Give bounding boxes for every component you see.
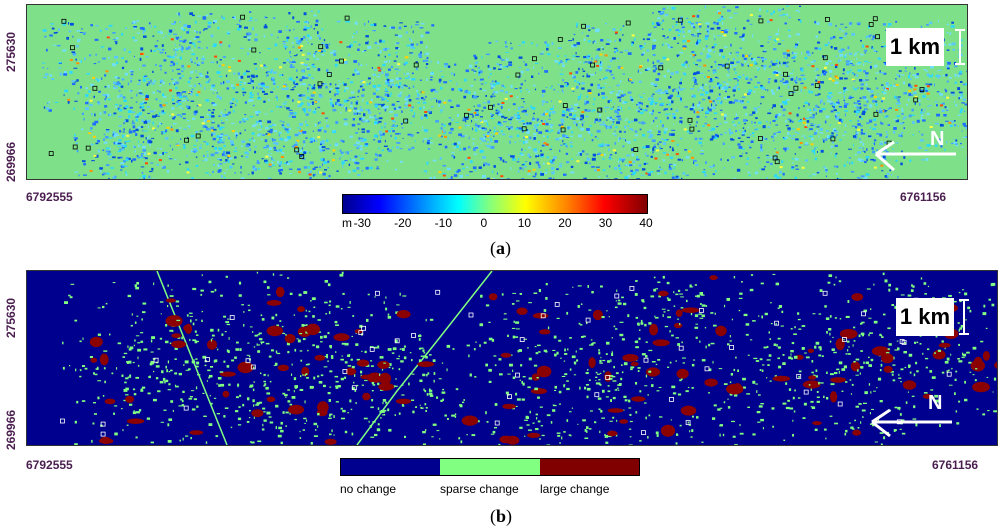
panel-b-scale-bar: 1 km <box>896 298 954 336</box>
caption-open-paren: ( <box>490 238 496 258</box>
caption-letter: a <box>496 238 505 258</box>
legend-frame <box>340 458 640 476</box>
caption-close-paren: ) <box>505 238 511 258</box>
colorbar-tick-label: -30 <box>353 216 371 230</box>
colorbar-tick-label: -10 <box>434 216 452 230</box>
legend-swatch <box>340 458 440 476</box>
legend-label: sparse change <box>440 482 519 496</box>
legend-label: no change <box>340 482 397 496</box>
panel-a-y-label-bottom: 269966 <box>4 141 18 182</box>
panel-b-y-label-top: 275630 <box>4 297 18 338</box>
panel-a-y-label-top: 275630 <box>4 31 18 72</box>
scale-bar-label: 1 km <box>899 304 951 329</box>
legend-swatch <box>540 458 640 476</box>
caption-close-paren: ) <box>506 506 513 526</box>
colorbar-tick-label: 30 <box>598 216 613 230</box>
change-classification-raster <box>60 271 997 445</box>
panel-b-y-label-bottom: 269966 <box>4 409 18 450</box>
elevation-change-raster <box>42 5 967 179</box>
colorbar-tick-label: 10 <box>517 216 532 230</box>
colorbar-tick-label: -20 <box>394 216 412 230</box>
scale-bar-label: 1 km <box>889 34 941 59</box>
caption-letter: b <box>496 506 507 526</box>
scale-bar-icon <box>959 299 969 335</box>
legend-swatch <box>440 458 540 476</box>
panel-b-x-label-left: 6792555 <box>26 458 73 472</box>
scale-bar-icon <box>955 29 965 65</box>
colorbar-tick-label: 40 <box>639 216 653 230</box>
north-label: N <box>928 392 943 414</box>
panel-a-caption: (a) <box>490 238 511 259</box>
north-label: N <box>930 128 945 150</box>
north-arrow-icon <box>871 408 952 438</box>
panel-a-x-label-right: 6761156 <box>900 190 947 204</box>
colorbar-tick-label: 0 <box>480 216 488 230</box>
change-classification-map-b <box>26 270 998 446</box>
legend-label: large change <box>540 482 610 496</box>
colorbar-unit: m <box>342 216 352 230</box>
panel-b-x-label-right: 6761156 <box>932 458 979 472</box>
colorbar-tick-label: 20 <box>558 216 572 230</box>
caption-open-paren: ( <box>490 506 496 526</box>
elevation-change-map-a <box>26 4 968 180</box>
north-arrow-icon <box>875 140 956 172</box>
panel-b-caption: (b) <box>490 506 512 527</box>
colorbar <box>342 194 648 214</box>
panel-a-scale-bar: 1 km <box>886 28 944 66</box>
panel-a-x-label-left: 6792555 <box>26 190 73 204</box>
